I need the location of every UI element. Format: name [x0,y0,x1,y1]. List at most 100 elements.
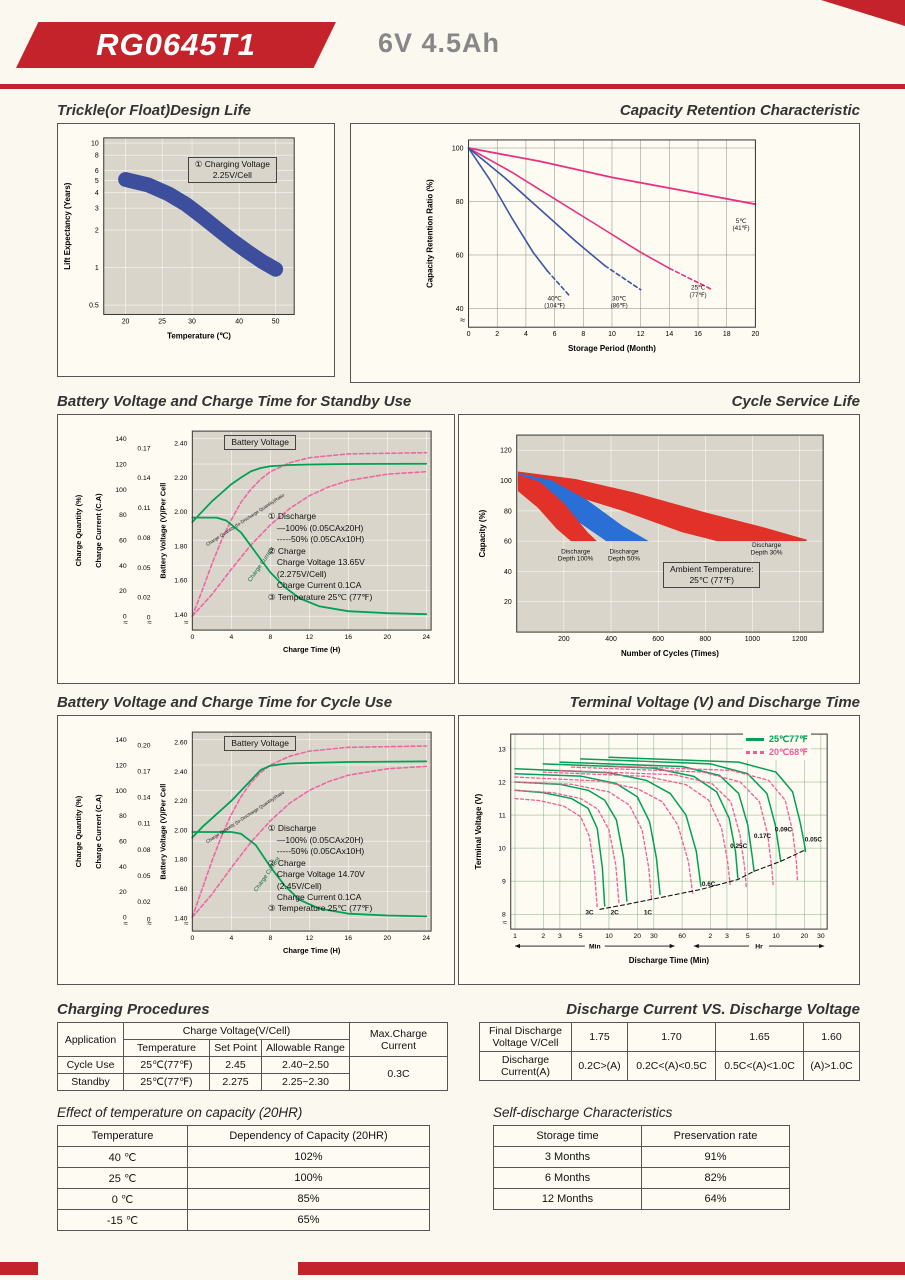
table-row: Final Discharge Voltage V/Cell 1.75 1.70… [479,1022,860,1052]
header-storage-time: Storage time [493,1125,642,1147]
cell-temperature: 25 ℃ [57,1167,188,1189]
chart-title: Battery Voltage and Charge Time for Cycl… [57,694,393,711]
cell-dependency: 100% [187,1167,430,1189]
chart-annotation: 40℃ (104℉) [544,295,565,309]
cell-temperature: 0 ℃ [57,1188,188,1210]
cell-dependency: 102% [187,1146,430,1168]
x-tick-label: 16 [344,935,352,942]
chart-annotation: 5℃ (41℉) [733,218,750,232]
chart-title: Cycle Service Life [731,393,860,410]
y-tick-label: 100 [500,478,512,485]
note-line: Charge Current 0.1CA [276,580,362,591]
header-set-point: Set Point [209,1039,262,1057]
legend-line-20c-icon [746,751,764,755]
tables-row-2: Effect of temperature on capacity (20HR)… [0,1105,905,1231]
y-tick-label: 20 [119,889,127,896]
y-tick-label: 0.05 [137,565,150,572]
y-axis-title: Battery Voltage (V)/Per Cell [158,784,167,880]
chart-annotation: 0.05C [805,837,823,844]
cell-temperature: 25℃(77℉) [123,1056,210,1074]
retention-25c-ext [668,267,714,291]
corner-decoration [821,0,905,26]
x-tick-label: 600 [652,636,664,643]
cycle-charge-chart: 0 4 8 12 16 20 24 2.60 2.40 2.20 2.00 1.80 1.60 1.40 B… [57,715,455,985]
x-axis-title: Discharge Time (Min) [629,956,710,965]
y-tick-label: 0.11 [138,821,151,828]
plot-frame [468,139,756,328]
cell-storage-time: 3 Months [493,1146,642,1168]
y-tick-label: 140 [115,737,127,744]
y-axis-title: Terminal Voltage (V) [474,793,483,869]
y-tick-label: 0.17 [137,445,150,452]
cell-storage-time: 6 Months [493,1167,642,1189]
discharge-025c-25 [542,763,739,879]
y-tick-label: 0.20 [137,743,150,750]
y-tick-label: 2.40 [174,769,187,776]
cell-preservation-rate: 64% [641,1188,790,1210]
note-line: (2.275V/Cell) [276,568,327,579]
y-tick-label: 8 [95,153,99,160]
cell-voltage: 1.60 [803,1022,860,1052]
x-tick-label: 12 [306,935,314,942]
label-text: Battery Voltage [231,437,289,448]
x-tick-label: 0 [190,935,194,942]
y-tick-label: 10 [91,140,99,147]
chart-annotation: 2C [611,909,620,916]
x-tick-label: 3 [725,933,729,940]
band-depth-100 [517,474,597,542]
terminal-voltage-section: Terminal Voltage (V) and Discharge Time … [458,694,860,985]
y-tick-label: 1.60 [174,578,187,585]
note-line: (2.45V/Cell) [276,880,322,891]
x-tick-label: 2 [495,331,499,338]
battery-voltage-label: Battery Voltage [224,736,296,752]
y-tick-label: 0.02 [137,595,150,602]
chart-title: Battery Voltage and Charge Time for Stan… [57,393,412,410]
x-tick-label: 5 [579,933,583,940]
discharge-voltage-section: Discharge Current VS. Discharge Voltage … [479,1001,860,1081]
battery-spec: 6V 4.5Ah [378,28,501,58]
x-tick-label: 16 [694,331,702,338]
table-row: 12 Months 64% [493,1188,790,1210]
cycle-charge-plot: 0 4 8 12 16 20 24 2.60 2.40 2.20 2.00 1.80 1.60 1.40 B… [74,731,432,955]
y-tick-label: 5 [95,178,99,185]
y-axis-title: Capacity Retention Ratio (%) [426,179,435,288]
x-tick-label: 20 [634,933,642,940]
y-tick-label: 1.40 [174,915,187,922]
page-content: Trickle(or Float)Design Life 20 25 30 40 50 1… [0,92,905,1231]
footer-decoration-left [0,1262,38,1275]
y-tick-label: 0.17 [137,769,150,776]
chart-legend: 25℃77℉ 20℃68℉ [743,732,811,761]
charge-quantity-50 [191,451,428,617]
header-temperature: Temperature [123,1039,210,1057]
y-tick-label: 20 [504,599,512,606]
table-row: 40 ℃ 102% [57,1146,430,1168]
cell-dependency: 65% [187,1209,430,1231]
y-axis-title: Charge Current (C.A) [94,794,103,869]
x-tick-label: 8 [581,331,585,338]
y-tick-label: 0 [147,916,151,923]
y-tick-label: 1 [95,265,99,272]
cell-set-point: 2.275 [209,1073,262,1091]
y-tick-label: 80 [119,512,127,519]
temperature-capacity-table: Temperature Dependency of Capacity (20HR… [57,1125,430,1231]
header-max-charge-current: Max.Charge Current [349,1022,448,1057]
y-tick-label: 2.60 [174,740,187,747]
x-tick-label: 0 [190,634,194,641]
legend-entry: 25℃77℉ [746,734,808,746]
y-tick-label: 6 [95,168,99,175]
x-tick-label: 16 [344,634,352,641]
y-tick-label: 100 [452,145,464,152]
header-temperature: Temperature [57,1125,188,1147]
band-depth-30 [517,471,807,542]
cycle-service-life-plot: 200 400 600 800 1000 1200 120 100 80 60 40 20 Capaci… [478,434,824,658]
x-tick-label: 4 [524,331,528,338]
note-line: ③ Temperature 25℃ (77℉) [267,903,373,914]
x-tick-label: 2 [541,933,545,940]
header-application: Application [57,1022,124,1057]
y-tick-label: 11 [499,812,506,819]
label-line: Discharge [501,1054,550,1066]
x-tick-label: 4 [229,634,233,641]
cycle-service-life-chart: 200 400 600 800 1000 1200 120 100 80 60 40 20 Capaci… [458,414,860,684]
table-row: Discharge Current(A) 0.2C>(A) 0.2C<(A)<0… [479,1051,860,1081]
